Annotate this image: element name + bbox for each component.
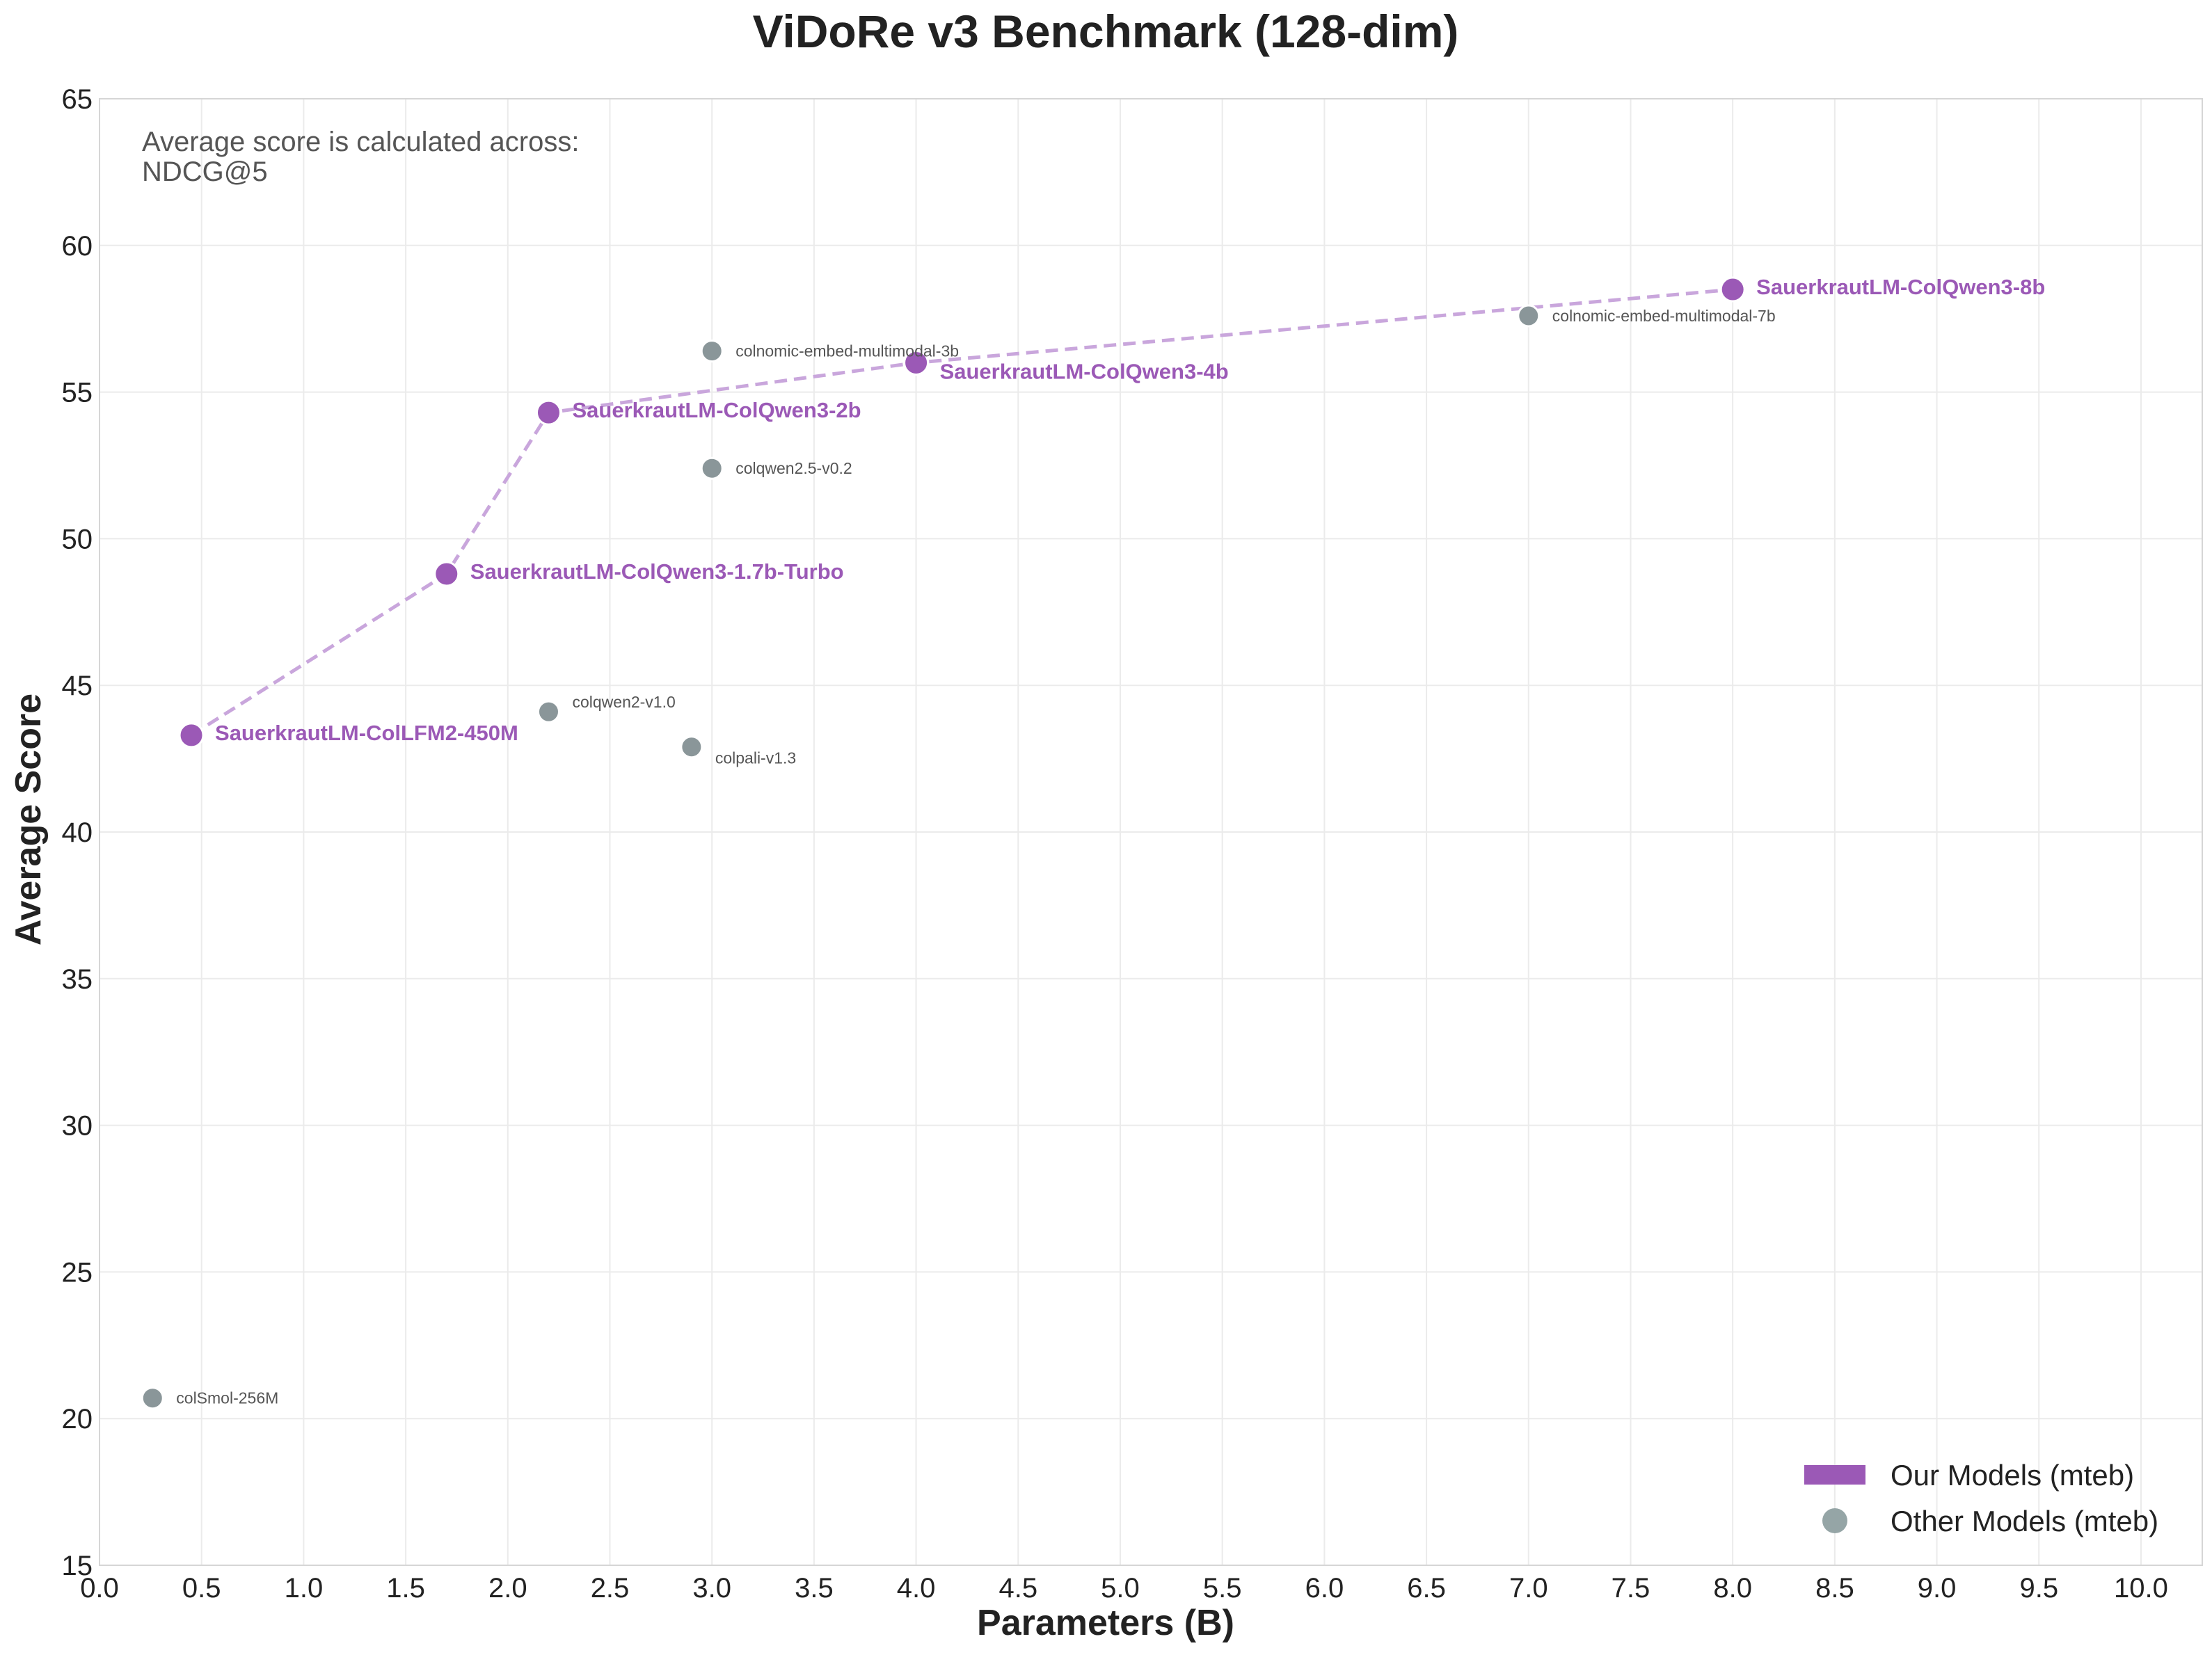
x-tick-label: 4.0 xyxy=(897,1573,936,1604)
our-model-point xyxy=(903,349,930,376)
x-axis-ticks: 0.0 0.5 1.0 1.5 2.0 2.5 3.0 3.5 4.0 4.5 5.0 5.5 6.0 6… xyxy=(80,1573,2168,1604)
annotation-line-2: NDCG@5 xyxy=(142,157,268,187)
our-model-label: SauerkrautLM-ColQwen3-8b xyxy=(1756,275,2045,299)
annotation-line-1: Average score is calculated across: xyxy=(142,127,579,157)
x-tick-label: 3.5 xyxy=(795,1573,834,1604)
y-axis-label: Average Score xyxy=(8,694,49,945)
y-tick-label: 55 xyxy=(62,378,93,408)
series-lines xyxy=(190,287,1733,737)
plot-frame xyxy=(99,98,2203,1566)
y-tick-label: 35 xyxy=(62,964,93,995)
y-axis-ticks: 15 20 25 30 35 40 45 50 55 60 65 xyxy=(62,84,93,1581)
our-models-trend-line xyxy=(190,287,1733,737)
other-model-label: colnomic-embed-multimodal-7b xyxy=(1552,307,1776,325)
x-tick-label: 3.0 xyxy=(692,1573,731,1604)
y-tick-label: 40 xyxy=(62,817,93,848)
x-tick-label: 1.0 xyxy=(285,1573,324,1604)
our-model-point xyxy=(433,561,460,587)
annotation: Average score is calculated across: NDCG… xyxy=(142,127,579,187)
other-model-point xyxy=(141,1386,164,1410)
other-model-point xyxy=(1517,304,1541,328)
x-tick-label: 6.5 xyxy=(1407,1573,1446,1604)
y-tick-label: 45 xyxy=(62,671,93,701)
x-tick-label: 9.0 xyxy=(1918,1573,1957,1604)
our-model-point xyxy=(1719,276,1746,303)
other-model-label: colqwen2.5-v0.2 xyxy=(735,459,852,477)
x-tick-label: 8.0 xyxy=(1713,1573,1752,1604)
our-model-label: SauerkrautLM-ColLFM2-450M xyxy=(215,721,518,745)
y-tick-label: 25 xyxy=(62,1257,93,1288)
legend-swatch-ours xyxy=(1804,1465,1865,1485)
x-tick-label: 4.5 xyxy=(998,1573,1037,1604)
x-tick-label: 0.5 xyxy=(182,1573,221,1604)
y-tick-label: 20 xyxy=(62,1404,93,1434)
y-tick-label: 65 xyxy=(62,84,93,115)
our-model-label: SauerkrautLM-ColQwen3-4b xyxy=(940,359,1229,383)
legend-label-other: Other Models (mteb) xyxy=(1891,1505,2158,1537)
x-tick-label: 10.0 xyxy=(2114,1573,2168,1604)
legend-swatch-other xyxy=(1822,1508,1847,1533)
other-model-point xyxy=(536,700,560,723)
our-model-label: SauerkrautLM-ColQwen3-1.7b-Turbo xyxy=(470,559,844,584)
x-tick-label: 8.5 xyxy=(1815,1573,1854,1604)
other-model-label: colSmol-256M xyxy=(176,1389,278,1407)
x-tick-label: 2.5 xyxy=(591,1573,630,1604)
our-model-point xyxy=(535,399,562,426)
y-tick-label: 60 xyxy=(62,231,93,262)
y-tick-label: 30 xyxy=(62,1111,93,1142)
data-points xyxy=(141,276,1746,1410)
grid xyxy=(99,98,2202,1566)
x-tick-label: 6.0 xyxy=(1305,1573,1344,1604)
x-tick-label: 1.5 xyxy=(386,1573,425,1604)
y-tick-label: 50 xyxy=(62,524,93,554)
x-tick-label: 5.0 xyxy=(1101,1573,1140,1604)
legend-label-ours: Our Models (mteb) xyxy=(1891,1459,2134,1492)
our-model-point xyxy=(178,722,205,749)
x-axis-label: Parameters (B) xyxy=(977,1603,1234,1643)
other-model-label: colqwen2-v1.0 xyxy=(572,693,675,711)
other-model-point xyxy=(700,456,724,480)
our-model-label: SauerkrautLM-ColQwen3-2b xyxy=(572,398,861,422)
x-tick-label: 7.0 xyxy=(1509,1573,1548,1604)
chart-title: ViDoRe v3 Benchmark (128-dim) xyxy=(753,6,1459,57)
x-tick-label: 2.0 xyxy=(488,1573,527,1604)
y-tick-label: 15 xyxy=(62,1551,93,1581)
other-model-point xyxy=(680,735,703,759)
other-model-point xyxy=(700,339,724,363)
legend: Our Models (mteb) Other Models (mteb) xyxy=(1804,1459,2158,1537)
x-tick-label: 9.5 xyxy=(2019,1573,2058,1604)
other-model-label: colnomic-embed-multimodal-3b xyxy=(735,342,959,360)
other-model-label: colpali-v1.3 xyxy=(715,749,796,767)
x-tick-label: 7.5 xyxy=(1612,1573,1650,1604)
data-point-labels: colSmol-256M colqwen2-v1.0 colpali-v1.3 col… xyxy=(176,275,2045,1407)
x-tick-label: 0.0 xyxy=(80,1573,119,1604)
x-tick-label: 5.5 xyxy=(1203,1573,1242,1604)
plot-area: 0.0 0.5 1.0 1.5 2.0 2.5 3.0 3.5 4.0 4.5 5.0 5.5 6.0 6… xyxy=(62,84,2203,1604)
